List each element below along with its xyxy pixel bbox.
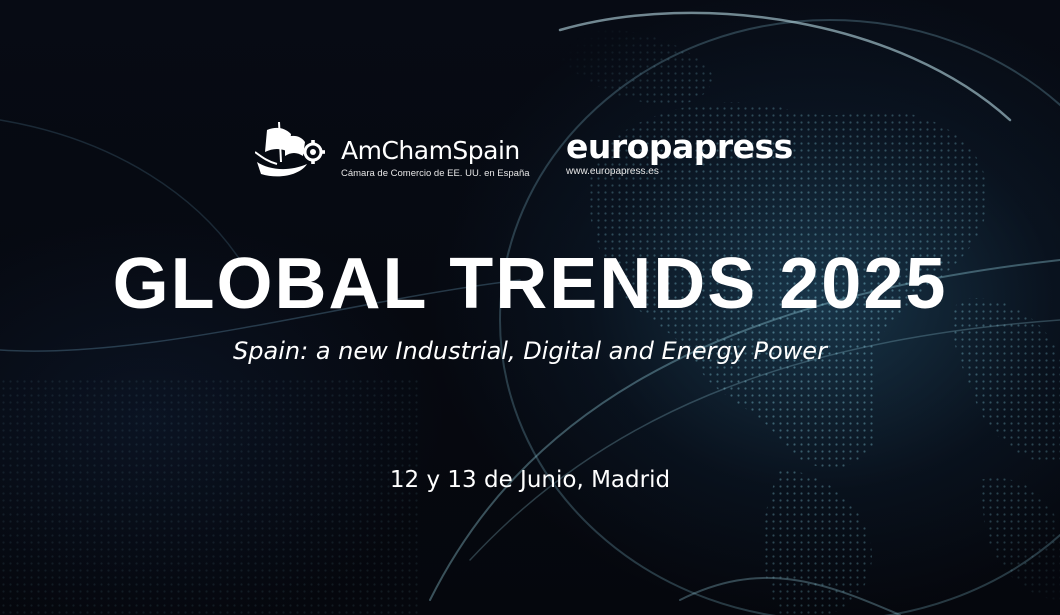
europapress-logo: europapress www.europapress.es: [566, 130, 846, 190]
europapress-name: europapress: [566, 127, 793, 166]
event-subtitle: Spain: a new Industrial, Digital and Ene…: [233, 337, 827, 365]
event-title: GLOBAL TRENDS 2025: [112, 244, 948, 324]
partner-logos: AmChamSpain Cámara de Comercio de EE. UU…: [0, 118, 1060, 188]
amcham-name: AmChamSpain: [341, 136, 520, 165]
amcham-logo: AmChamSpain Cámara de Comercio de EE. UU…: [255, 122, 530, 182]
ship-gear-icon: [255, 122, 325, 177]
amcham-tagline: Cámara de Comercio de EE. UU. en España: [341, 168, 530, 179]
europapress-url: www.europapress.es: [566, 166, 659, 177]
event-date: 12 y 13 de Junio, Madrid: [389, 467, 671, 493]
